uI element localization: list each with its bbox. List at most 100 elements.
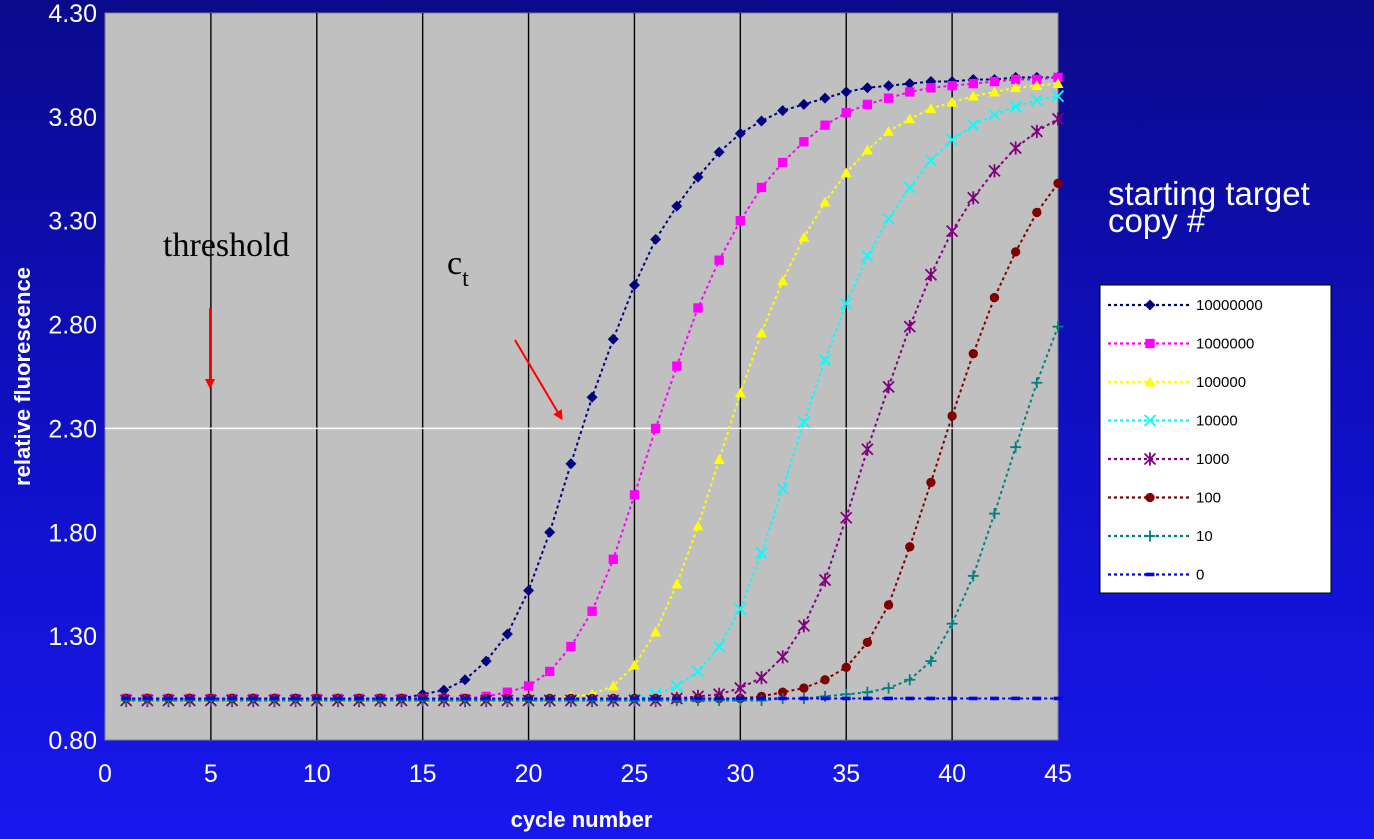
data-point — [755, 546, 768, 560]
data-point — [1143, 414, 1157, 427]
y-tick-label: 4.30 — [48, 0, 97, 28]
data-point — [693, 303, 703, 313]
data-point — [861, 82, 873, 94]
data-point — [607, 680, 619, 691]
x-tick-label: 45 — [1044, 760, 1072, 788]
data-point — [523, 584, 535, 596]
data-point — [586, 391, 598, 403]
x-tick-label: 40 — [938, 760, 966, 788]
data-point — [502, 696, 512, 701]
data-point — [566, 696, 576, 701]
data-point — [545, 696, 555, 701]
y-tick-labels: 0.80 1.30 1.80 2.30 2.80 3.30 3.80 4.30 — [48, 0, 97, 755]
data-point — [904, 113, 916, 124]
legend-label: 10000 — [1196, 413, 1238, 430]
data-point — [672, 696, 682, 701]
data-point — [1053, 178, 1063, 189]
legend-title-line-1: starting target — [1108, 175, 1310, 212]
data-point — [968, 78, 978, 89]
data-point — [587, 696, 597, 701]
data-point — [841, 662, 851, 672]
data-point — [1010, 441, 1022, 453]
x-tick-label: 0 — [98, 760, 112, 788]
data-point — [968, 696, 978, 701]
data-point — [607, 333, 619, 345]
data-point — [799, 137, 809, 147]
data-point — [692, 171, 704, 183]
data-point — [1009, 141, 1022, 155]
legend-item: 100 — [1108, 490, 1221, 507]
data-point — [799, 683, 809, 693]
ct-label-subscript: t — [462, 266, 469, 292]
data-point — [820, 696, 830, 701]
legend-label: 100 — [1196, 490, 1221, 507]
y-tick-label: 1.80 — [48, 519, 97, 547]
data-point — [734, 681, 747, 695]
data-point — [651, 696, 661, 701]
data-point — [988, 508, 1000, 520]
data-point — [820, 120, 830, 130]
data-point — [671, 200, 683, 212]
data-point — [818, 353, 832, 367]
data-point — [1053, 72, 1063, 83]
data-point — [841, 108, 851, 118]
data-point — [354, 696, 364, 701]
legend-item: 10000 — [1108, 413, 1238, 430]
data-point — [608, 696, 618, 701]
data-point — [734, 127, 746, 139]
series-layer — [120, 71, 1065, 708]
data-point — [312, 696, 322, 701]
data-point — [904, 674, 916, 686]
y-axis-title: relative fluorescence — [10, 267, 35, 486]
data-point — [270, 696, 279, 701]
data-point — [714, 696, 724, 701]
data-point — [777, 275, 789, 286]
data-point — [905, 87, 915, 97]
data-point — [778, 687, 788, 697]
data-point — [988, 164, 1001, 178]
data-point — [989, 292, 1000, 303]
data-point — [840, 86, 852, 98]
legend-item: 1000 — [1108, 451, 1229, 468]
data-point — [776, 482, 789, 495]
data-point — [418, 696, 428, 701]
y-tick-label: 2.30 — [48, 415, 97, 443]
data-point — [1010, 74, 1021, 85]
data-point — [861, 442, 874, 456]
data-point — [756, 182, 767, 193]
data-point — [990, 696, 999, 701]
data-point — [840, 167, 852, 178]
data-point — [671, 578, 683, 589]
data-point — [121, 696, 131, 701]
y-tick-label: 3.30 — [48, 208, 97, 236]
data-point — [1145, 492, 1155, 503]
data-point — [945, 133, 959, 146]
data-point — [608, 554, 618, 564]
series-line — [126, 182, 1059, 700]
data-point — [756, 115, 768, 127]
data-point — [735, 216, 746, 226]
data-point — [819, 196, 831, 207]
data-point — [1144, 530, 1156, 542]
data-point — [481, 696, 491, 701]
data-point — [925, 103, 937, 113]
legend-item: 1000000 — [1108, 336, 1254, 353]
data-point — [291, 696, 300, 701]
data-point — [629, 490, 640, 500]
data-point — [968, 348, 978, 359]
data-point — [925, 655, 937, 667]
data-point — [333, 696, 343, 701]
data-point — [545, 666, 555, 677]
data-point — [797, 416, 811, 429]
data-point — [439, 696, 449, 701]
ct-label-base: c — [447, 245, 462, 282]
data-point — [883, 682, 895, 694]
data-point — [1032, 207, 1042, 218]
data-point — [924, 268, 938, 282]
data-point — [862, 99, 873, 110]
data-point — [862, 637, 873, 648]
data-point — [628, 659, 640, 670]
data-point — [1051, 89, 1065, 103]
